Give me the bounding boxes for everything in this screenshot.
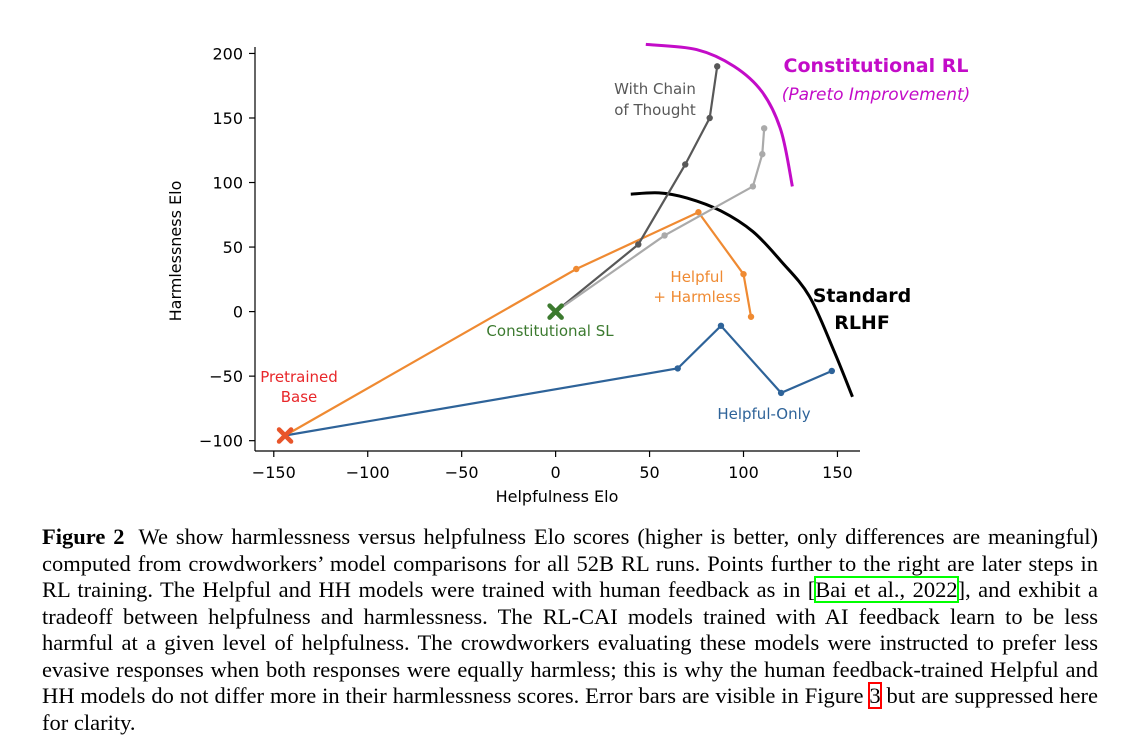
caption-text-3: but are suppressed here for clarity. <box>42 683 1099 735</box>
helpful-only-point <box>717 322 725 329</box>
gray-series-point <box>760 125 768 132</box>
x-tick-label: 0 <box>551 463 561 482</box>
constitutional-rl-subtitle: (Pareto Improvement) <box>782 85 971 105</box>
cot-label-line1: With Chain <box>614 80 696 98</box>
gray-series-point <box>661 232 668 239</box>
caption-text-2: ], and exhibit a tradeoff between helpfu… <box>42 577 1098 708</box>
with-chain-of-thought-point <box>706 114 713 122</box>
pretrained-base-marker <box>276 427 294 444</box>
y-tick-label: 200 <box>212 44 243 63</box>
helpful-harmless-point <box>747 313 755 320</box>
figure-label: Figure 2 <box>42 524 125 549</box>
helpful-harmless-point <box>573 265 580 273</box>
x-tick-label: 50 <box>639 463 659 482</box>
x-tick-label: −100 <box>346 463 390 482</box>
marker-stroke <box>276 427 294 444</box>
gray-series-line <box>554 128 766 313</box>
cot-label-line2: of Thought <box>614 101 696 119</box>
gray-series-point <box>749 183 757 190</box>
y-tick-label: 100 <box>212 174 243 193</box>
standard-rlhf-line1: Standard <box>813 285 912 307</box>
constitutional-sl-label: Constitutional SL <box>486 322 614 340</box>
helpful-harmless-point <box>740 270 747 278</box>
x-axis-label: Helpfulness Elo <box>496 487 619 506</box>
with-chain-of-thought-point <box>682 161 689 168</box>
constitutional-sl-marker <box>547 303 564 320</box>
series-lines <box>284 63 836 437</box>
standard-rlhf-line2: RLHF <box>834 312 890 334</box>
x-tick-label: −150 <box>252 463 296 482</box>
helpful-only-point <box>777 389 785 397</box>
figure-caption: Figure 2 We show harmlessness versus help… <box>42 524 1098 736</box>
elo-scatter-chart: −150 −100 −50 0 50 100 150200150100500−50−100 … <box>166 42 970 506</box>
helpful-only-point <box>828 367 836 375</box>
hh-label-line2: + Harmless <box>653 288 741 306</box>
chart-area: −150 −100 −50 0 50 100 150 200 150 100 50 0 −50 −100 … <box>166 42 970 506</box>
pretrained-base-line2: Base <box>281 388 318 406</box>
marker-stroke <box>547 303 564 320</box>
start-markers <box>276 303 564 444</box>
y-tick-label: 50 <box>223 238 243 257</box>
caption-text-1: We show harmlessness versus helpfulness … <box>42 524 1099 602</box>
y-axis-label: Harmlessness Elo <box>166 181 185 322</box>
annotations: With Chain of Thought Constitutional RL … <box>260 55 970 423</box>
constitutional-rl-title: Constitutional RL <box>784 55 969 77</box>
gray-series-point <box>759 150 766 158</box>
with-chain-of-thought-point <box>635 241 642 248</box>
axes: −150 −100 −50 0 50 100 150 200 150 100 50 0 −50 −100 <box>199 44 860 482</box>
citation-link[interactable]: Bai et al., 2022 <box>814 576 959 603</box>
y-tick-label: 150 <box>212 109 243 128</box>
y-tick-label: −100 <box>199 432 243 451</box>
constitutional-rl-frontier <box>645 42 794 187</box>
with-chain-of-thought-point <box>714 63 721 70</box>
y-tick-label: −50 <box>209 367 243 386</box>
figure-ref-link[interactable]: 3 <box>868 682 882 709</box>
pretrained-base-line1: Pretrained <box>260 368 338 386</box>
x-tick-label: 100 <box>728 463 759 482</box>
helpful-harmless-point <box>695 209 702 216</box>
x-tick-label: −50 <box>445 463 479 482</box>
x-tick-label: 150 <box>822 463 853 482</box>
helpful-only-point <box>674 365 681 372</box>
helpful-only-label: Helpful-Only <box>717 405 810 423</box>
hh-label-line1: Helpful <box>670 268 723 286</box>
y-tick-label: 0 <box>233 303 243 322</box>
